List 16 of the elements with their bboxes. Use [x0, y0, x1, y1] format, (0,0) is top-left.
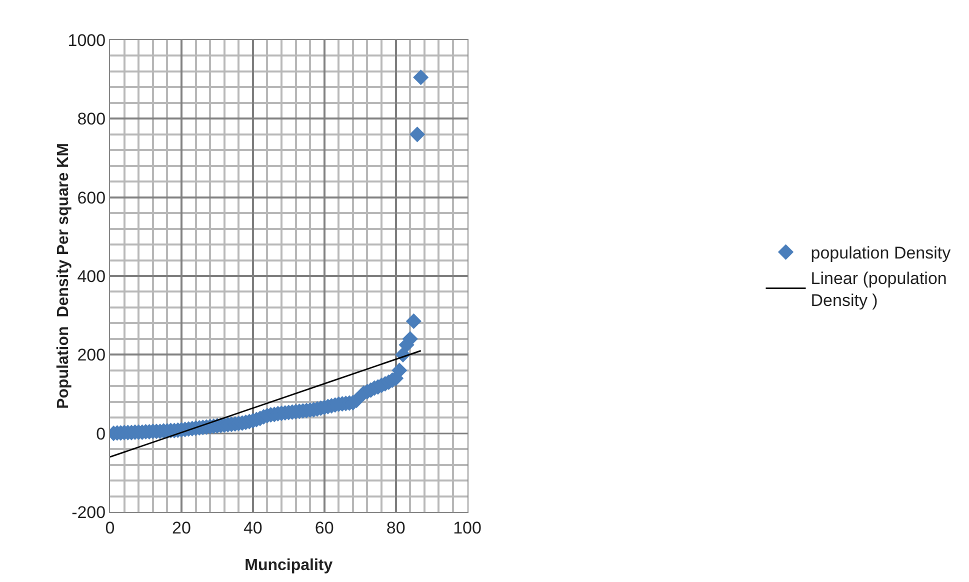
y-tick-label: 0: [96, 424, 106, 444]
x-tick-label: 80: [386, 518, 406, 538]
y-tick-label: 1000: [68, 30, 106, 50]
legend-label: Linear (population Density ): [810, 268, 947, 310]
y-tick-label: -200: [72, 502, 106, 522]
y-tick-label: 400: [77, 266, 106, 286]
y-tick-label: 600: [77, 188, 106, 208]
x-tick-label: 20: [172, 518, 191, 538]
x-tick-label: 100: [453, 518, 482, 538]
y-tick-label: 200: [77, 346, 106, 365]
x-axis-title: Muncipality: [244, 557, 333, 574]
x-tick-label: 40: [243, 518, 262, 538]
x-tick-label: 60: [314, 518, 334, 538]
legend-label: population Density: [810, 244, 952, 263]
y-tick-label: 800: [77, 110, 106, 129]
y-axis-title: Population Density Per square KM: [55, 143, 72, 409]
